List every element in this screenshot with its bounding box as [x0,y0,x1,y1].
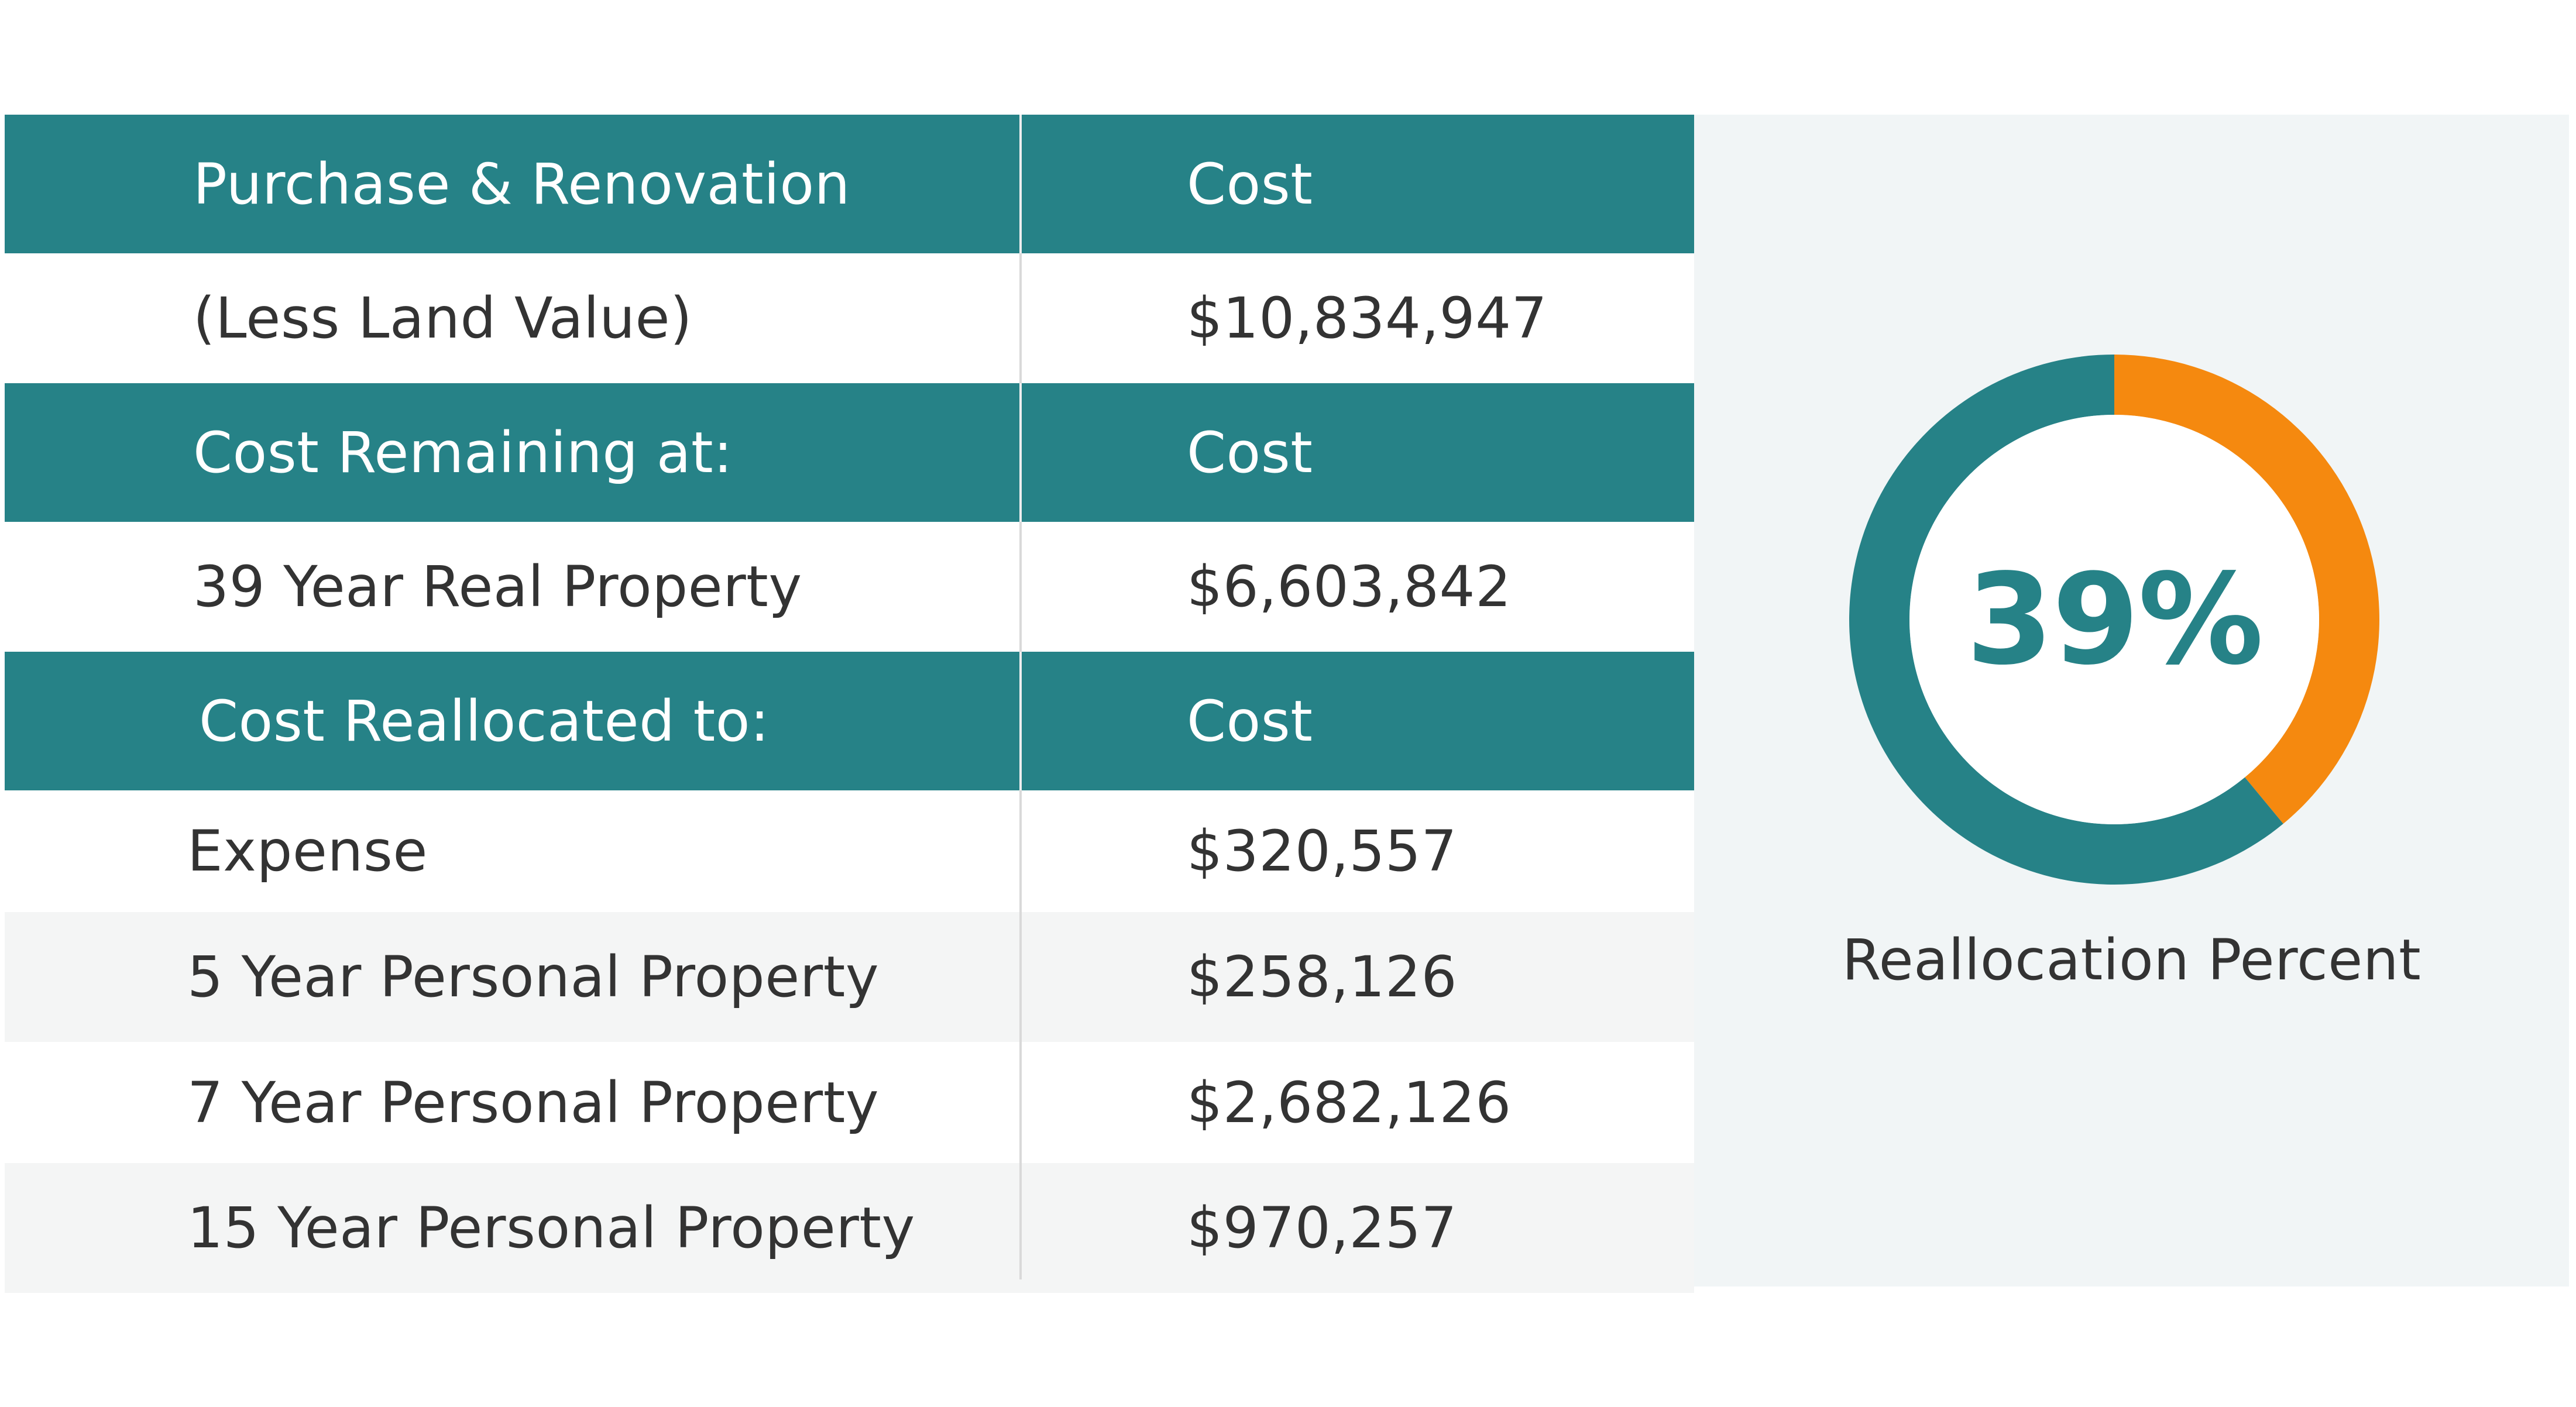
table-row: (Less Land Value) $10,834,947 [5,253,1694,383]
table-row: 7 Year Personal Property $2,682,126 [5,1042,1694,1163]
header-column-divider [1019,652,1022,790]
donut-center-value: 39% [1966,546,2264,693]
header-background [5,652,1694,790]
section-header-label: Purchase & Renovation [193,151,850,217]
table-header-row: Cost Reallocated to: Cost [5,652,1694,790]
row-cost: $2,682,126 [1187,1069,1512,1136]
donut-caption: Reallocation Percent [1842,927,2422,993]
row-label: 5 Year Personal Property [187,944,880,1010]
section-header-label: Cost Remaining at: [193,419,733,486]
row-label: 39 Year Real Property [193,554,802,620]
table-row: Expense $320,557 [5,790,1694,912]
row-cost: $258,126 [1187,944,1458,1010]
row-label: 7 Year Personal Property [187,1069,880,1136]
section-header-cost: Cost [1187,419,1313,486]
section-header-cost: Cost [1187,688,1313,754]
header-background [5,383,1694,522]
cost-table: Purchase & Renovation Cost (Less Land Va… [5,115,1694,1293]
header-column-divider [1019,115,1022,253]
donut-slice [1849,355,2283,885]
row-cost: $6,603,842 [1187,554,1512,620]
section-header-cost: Cost [1187,151,1313,217]
table-row: 39 Year Real Property $6,603,842 [5,522,1694,652]
row-cost: $320,557 [1187,818,1458,884]
row-cost: $10,834,947 [1187,285,1548,351]
header-column-divider [1019,383,1022,522]
table-header-row: Cost Remaining at: Cost [5,383,1694,522]
donut-slices [1849,355,2379,885]
donut-hole [1909,415,2319,824]
section-header-label: Cost Reallocated to: [199,688,770,754]
row-label: Expense [187,818,428,884]
donut-slice [2114,355,2379,824]
table-row: 15 Year Personal Property $970,257 [5,1163,1694,1293]
table-header-row: Purchase & Renovation Cost [5,115,1694,253]
reallocation-donut-chart [1849,355,2379,885]
table-row: 5 Year Personal Property $258,126 [5,912,1694,1042]
header-background [5,115,1694,253]
row-label: 15 Year Personal Property [187,1195,915,1261]
row-cost: $970,257 [1187,1195,1458,1261]
row-label: (Less Land Value) [193,285,693,351]
